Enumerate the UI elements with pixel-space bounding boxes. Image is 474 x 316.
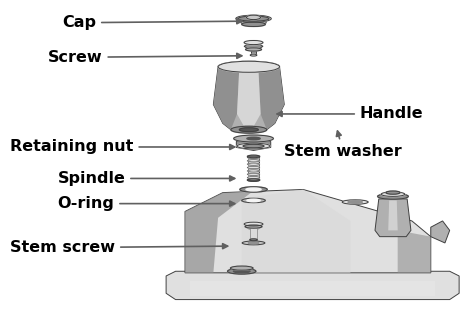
Ellipse shape — [247, 170, 260, 172]
Ellipse shape — [247, 179, 260, 181]
Ellipse shape — [247, 167, 260, 169]
Ellipse shape — [244, 222, 263, 226]
Polygon shape — [375, 199, 411, 237]
Ellipse shape — [348, 201, 362, 203]
Ellipse shape — [234, 270, 250, 273]
Text: Spindle: Spindle — [57, 171, 235, 186]
Ellipse shape — [242, 241, 265, 245]
Ellipse shape — [248, 242, 259, 244]
Text: Cap: Cap — [62, 15, 242, 30]
Ellipse shape — [239, 128, 258, 131]
Ellipse shape — [247, 199, 260, 202]
Polygon shape — [258, 67, 284, 130]
Ellipse shape — [244, 40, 263, 45]
Ellipse shape — [247, 137, 260, 140]
Polygon shape — [244, 43, 263, 49]
Polygon shape — [237, 138, 271, 150]
Polygon shape — [431, 221, 450, 243]
Ellipse shape — [247, 163, 260, 165]
Polygon shape — [190, 281, 436, 296]
Ellipse shape — [218, 61, 280, 72]
Ellipse shape — [246, 188, 261, 191]
Polygon shape — [185, 193, 251, 273]
Ellipse shape — [237, 143, 270, 149]
Ellipse shape — [250, 54, 257, 56]
Ellipse shape — [243, 144, 264, 148]
Ellipse shape — [386, 191, 400, 194]
Text: Retaining nut: Retaining nut — [10, 139, 235, 155]
Ellipse shape — [247, 155, 260, 158]
Ellipse shape — [250, 239, 257, 241]
Ellipse shape — [240, 187, 267, 192]
Polygon shape — [388, 200, 398, 230]
Polygon shape — [398, 230, 431, 273]
Ellipse shape — [228, 268, 256, 274]
Polygon shape — [213, 67, 284, 130]
Bar — [251, 49, 256, 55]
Polygon shape — [185, 190, 431, 273]
Bar — [250, 227, 257, 240]
Text: Stem washer: Stem washer — [284, 131, 402, 159]
Ellipse shape — [230, 266, 253, 270]
Ellipse shape — [342, 200, 368, 204]
Text: Handle: Handle — [277, 106, 423, 121]
Text: O-ring: O-ring — [57, 196, 235, 211]
Polygon shape — [213, 67, 239, 130]
Ellipse shape — [242, 22, 265, 27]
Polygon shape — [245, 224, 262, 229]
Ellipse shape — [247, 177, 260, 179]
Polygon shape — [239, 19, 268, 24]
Bar — [248, 156, 259, 180]
Polygon shape — [166, 271, 459, 300]
Ellipse shape — [238, 16, 269, 21]
Ellipse shape — [247, 156, 260, 159]
Polygon shape — [237, 67, 261, 126]
Ellipse shape — [246, 48, 262, 51]
Ellipse shape — [242, 198, 265, 203]
Ellipse shape — [378, 194, 408, 199]
Polygon shape — [242, 190, 350, 273]
Ellipse shape — [234, 135, 273, 142]
Ellipse shape — [231, 126, 267, 133]
Text: Stem screw: Stem screw — [10, 240, 228, 255]
Ellipse shape — [245, 225, 262, 228]
Ellipse shape — [381, 192, 405, 196]
Ellipse shape — [247, 160, 260, 162]
Text: Screw: Screw — [48, 50, 242, 65]
Ellipse shape — [246, 15, 261, 20]
Ellipse shape — [247, 173, 260, 175]
Ellipse shape — [218, 61, 280, 72]
Ellipse shape — [236, 15, 271, 22]
